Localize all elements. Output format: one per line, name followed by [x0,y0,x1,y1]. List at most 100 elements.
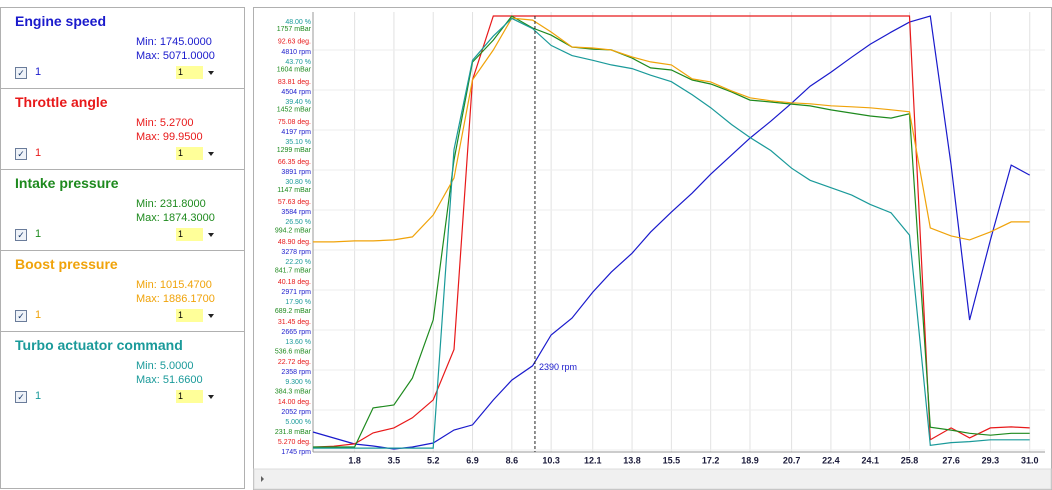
dropdown[interactable]: 1 [176,228,203,241]
channel-max: Max: 99.9500 [136,131,203,143]
y-tick-label: 1757 mBar [277,26,312,33]
chart-frame [253,7,1052,490]
y-tick-label: 1147 mBar [277,187,311,194]
y-tick-label: 26.50 % [285,219,311,226]
chart: 1.8 3.5 5.2 6.9 8.6 10.3 12.1 13.8 15.5 17.2 18.9 2… [253,7,1052,490]
y-tick-label: 2971 rpm [281,289,311,296]
channel-panel: Intake pressure Min: 231.8000 Max: 1874.30… [1,169,244,250]
y-tick-label: 17.90 % [285,299,311,306]
y-tick-label: 43.70 % [285,59,311,66]
checkbox[interactable]: ✓ [15,148,27,160]
y-tick-label: 83.81 deg. [278,79,311,86]
y-tick-label: 9.300 % [285,379,311,386]
y-tick-label: 5.000 % [285,419,311,426]
series-line [313,17,1030,243]
checkbox[interactable]: ✓ [15,67,27,79]
y-tick-label: 30.80 % [285,179,311,186]
y-tick-label: 384.3 mBar [275,389,312,396]
dropdown-arrow[interactable] [208,71,214,75]
y-tick-label: 75.08 deg. [278,119,311,126]
y-tick-label: 22.72 deg. [278,359,311,366]
dropdown[interactable]: 1 [176,147,203,160]
x-tick-label: 31.0 [1021,455,1039,465]
x-tick-label: 1.8 [348,455,361,465]
y-tick-label: 4197 rpm [281,129,311,136]
checkbox-label: 1 [35,66,42,78]
dropdown-arrow[interactable] [208,395,214,399]
dropdown-arrow[interactable] [208,233,214,237]
dropdown[interactable]: 1 [176,66,203,79]
channel-panel: Engine speed Min: 1745.0000 Max: 5071.0000… [1,7,244,88]
y-tick-label: 841.7 mBar [275,268,312,275]
checkbox[interactable]: ✓ [15,391,27,403]
y-tick-label: 2665 rpm [281,329,311,336]
dropdown[interactable]: 1 [176,309,203,322]
y-tick-label: 1604 mBar [277,66,312,73]
series-line [313,17,1030,449]
checkbox-label: 1 [35,309,42,321]
y-tick-label: 13.60 % [285,339,311,346]
x-tick-label: 20.7 [783,455,801,465]
y-tick-label: 22.20 % [285,259,311,266]
y-tick-label: 3278 rpm [281,249,311,256]
y-tick-label: 1745 rpm [281,449,311,456]
y-tick-label: 5.270 deg. [278,439,311,446]
scroll-left-arrow[interactable] [261,476,264,482]
checkbox-label: 1 [35,390,42,402]
y-tick-label: 57.63 deg. [278,199,311,206]
y-tick-label: 35.10 % [285,139,311,146]
scrollbar[interactable] [253,468,1052,490]
y-tick-label: 39.40 % [285,99,311,106]
channel-panel: Turbo actuator command Min: 5.0000 Max: 51… [1,331,244,412]
channel-title: Throttle angle [15,94,108,110]
channel-panel: Throttle angle Min: 5.2700 Max: 99.9500 ✓ 1 1 [1,88,244,169]
y-tick-label: 4810 rpm [281,49,311,56]
y-tick-label: 1299 mBar [277,147,312,154]
channel-title: Intake pressure [15,175,119,191]
x-tick-label: 24.1 [861,455,879,465]
x-tick-label: 8.6 [506,455,519,465]
y-tick-label: 14.00 deg. [278,399,311,406]
dropdown[interactable]: 1 [176,390,203,403]
x-tick-label: 18.9 [741,455,759,465]
channel-title: Boost pressure [15,256,118,272]
y-tick-label: 994.2 mBar [275,227,312,234]
channel-min: Min: 5.0000 [136,360,194,372]
channel-title: Engine speed [15,13,107,29]
channel-max: Max: 1874.3000 [136,212,215,224]
x-tick-label: 29.3 [982,455,1000,465]
y-tick-label: 92.63 deg. [278,38,311,45]
y-tick-label: 1452 mBar [277,106,312,113]
series-line [312,15,1030,448]
checkbox[interactable]: ✓ [15,310,27,322]
dropdown-arrow[interactable] [208,152,214,156]
channel-min: Min: 231.8000 [136,198,206,210]
x-tick-label: 17.2 [702,455,720,465]
x-tick-label: 6.9 [466,455,479,465]
y-tick-label: 3584 rpm [281,209,311,216]
y-tick-label: 231.8 mBar [275,429,312,436]
dropdown-arrow[interactable] [208,314,214,318]
channel-panel: Boost pressure Min: 1015.4700 Max: 1886.17… [1,250,244,331]
x-tick-label: 10.3 [542,455,560,465]
x-tick-label: 5.2 [427,455,440,465]
checkbox-label: 1 [35,147,42,159]
channel-max: Max: 51.6600 [136,374,203,386]
x-tick-label: 15.5 [663,455,681,465]
x-tick-label: 27.6 [942,455,960,465]
y-tick-label: 31.45 deg. [278,319,311,326]
y-tick-label: 2052 rpm [281,409,311,416]
x-tick-label: 12.1 [584,455,602,465]
channel-list: Engine speed Min: 1745.0000 Max: 5071.0000… [0,7,245,489]
x-tick-label: 13.8 [623,455,641,465]
y-tick-label: 3891 rpm [281,169,311,176]
channel-max: Max: 1886.1700 [136,293,215,305]
x-tick-label: 3.5 [388,455,401,465]
y-tick-label: 4504 rpm [281,89,311,96]
channel-min: Min: 1745.0000 [136,36,212,48]
x-tick-label: 22.4 [822,455,840,465]
cursor-label: 2390 rpm [539,362,577,372]
checkbox[interactable]: ✓ [15,229,27,241]
y-tick-label: 66.35 deg. [278,159,311,166]
